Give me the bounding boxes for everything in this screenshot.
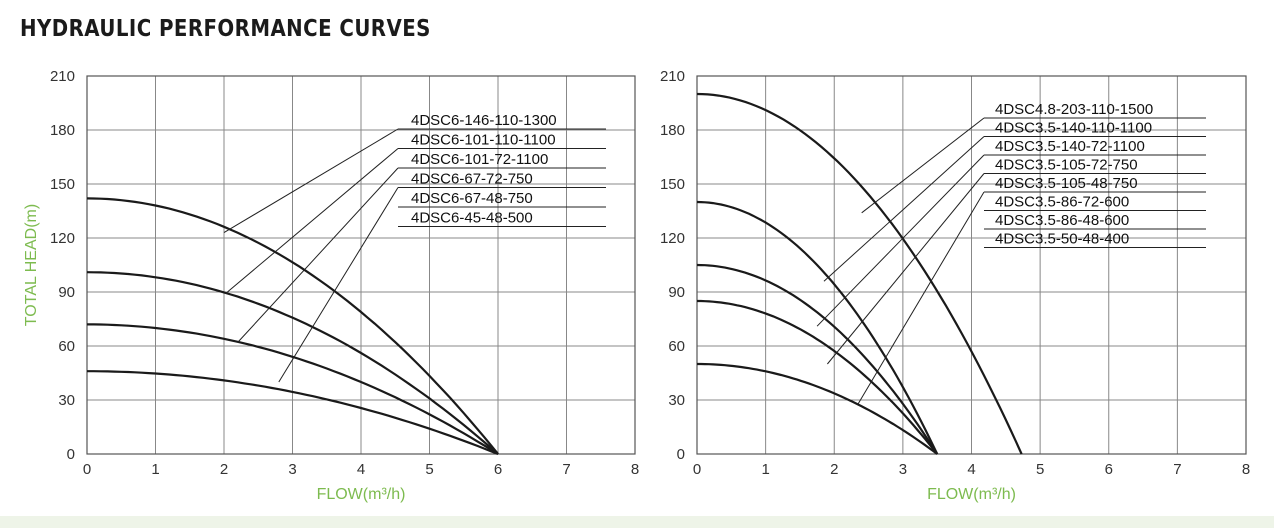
x-tick-label: 0	[693, 461, 701, 478]
y-tick-label: 60	[668, 338, 685, 355]
leader-line	[857, 191, 985, 404]
y-tick-label: 180	[50, 122, 75, 139]
x-tick-label: 6	[494, 461, 502, 478]
chart-left: 0 1 2 3 4 5 6 7 8 0 30 60 90 120 150 180 210 FLOW(m³/h) TO…	[23, 68, 639, 503]
x-axis-title: FLOW(m³/h)	[927, 486, 1016, 503]
y-tick-label: 150	[660, 176, 685, 193]
x-tick-label: 3	[288, 461, 296, 478]
y-tick-label: 210	[50, 68, 75, 85]
leader-line	[816, 154, 985, 327]
x-tick-label: 5	[425, 461, 433, 478]
curve-label: 4DSC3.5-140-110-1100	[995, 120, 1152, 137]
curve-line	[86, 271, 499, 455]
curve-label: 4DSC6-67-72-750	[411, 171, 533, 188]
x-tick-label: 8	[631, 461, 639, 478]
x-tick-label: 4	[967, 461, 975, 478]
curve-label: 4DSC6-101-72-1100	[411, 151, 548, 168]
x-tick-label: 7	[562, 461, 570, 478]
chart-right: 0 1 2 3 4 5 6 7 8 0 30 60 90 120 150 180 210 FLOW(m³/h) 4D…	[660, 68, 1250, 503]
y-tick-label: 180	[660, 122, 685, 139]
curve-line	[697, 362, 938, 455]
x-tick-label: 8	[1242, 461, 1250, 478]
x-axis-title: FLOW(m³/h)	[317, 486, 406, 503]
curve-label: 4DSC3.5-86-48-600	[995, 212, 1129, 229]
leader-line	[227, 148, 399, 293]
y-tick-label: 210	[660, 68, 685, 85]
curve-line	[87, 323, 499, 455]
y-tick-label: 60	[58, 338, 75, 355]
curve-label: 4DSC3.5-105-72-750	[995, 157, 1138, 174]
plot-frame	[86, 75, 636, 455]
x-tick-label: 5	[1036, 461, 1044, 478]
leader-line	[237, 167, 399, 343]
y-tick-label: 0	[677, 446, 685, 463]
x-tick-label: 1	[151, 461, 159, 478]
leader-line	[223, 128, 399, 234]
curve-label: 4DSC6-45-48-500	[411, 210, 533, 227]
x-tick-label: 4	[357, 461, 365, 478]
y-tick-label: 120	[660, 230, 685, 247]
curve-line	[86, 197, 499, 455]
x-tick-label: 7	[1173, 461, 1181, 478]
curve-line	[696, 200, 939, 455]
x-tick-label: 2	[830, 461, 838, 478]
leader-line	[827, 173, 985, 365]
curve-line	[696, 92, 1023, 455]
curve-line	[696, 263, 939, 455]
curve-label: 4DSC3.5-86-72-600	[995, 194, 1129, 211]
y-tick-label: 120	[50, 230, 75, 247]
y-tick-label: 90	[58, 284, 75, 301]
leader-line	[278, 187, 399, 383]
curve-label: 4DSC6-67-48-750	[411, 190, 533, 207]
y-tick-label: 30	[668, 392, 685, 409]
curve-line	[697, 299, 939, 455]
curve-label: 4DSC6-101-110-1100	[411, 132, 556, 149]
curve-label: 4DSC3.5-50-48-400	[995, 231, 1129, 248]
curve-label: 4DSC3.5-105-48-750	[995, 175, 1138, 192]
x-tick-label: 6	[1105, 461, 1113, 478]
curve-label: 4DSC4.8-203-110-1500	[995, 101, 1153, 118]
y-tick-label: 0	[67, 446, 75, 463]
page-title: HYDRAULIC PERFORMANCE CURVES	[20, 16, 431, 42]
x-tick-label: 3	[899, 461, 907, 478]
leader-line	[823, 136, 985, 282]
curve-line	[87, 370, 499, 456]
y-axis-title: TOTAL HEAD(m)	[23, 204, 40, 326]
x-tick-label: 1	[761, 461, 769, 478]
x-tick-label: 0	[83, 461, 91, 478]
y-tick-label: 30	[58, 392, 75, 409]
leader-line	[861, 117, 985, 214]
x-tick-label: 2	[220, 461, 228, 478]
curve-label: 4DSC6-146-110-1300	[411, 112, 557, 129]
y-tick-label: 150	[50, 176, 75, 193]
y-tick-label: 90	[668, 284, 685, 301]
footer-band	[0, 516, 1274, 528]
curve-label: 4DSC3.5-140-72-1100	[995, 138, 1145, 155]
